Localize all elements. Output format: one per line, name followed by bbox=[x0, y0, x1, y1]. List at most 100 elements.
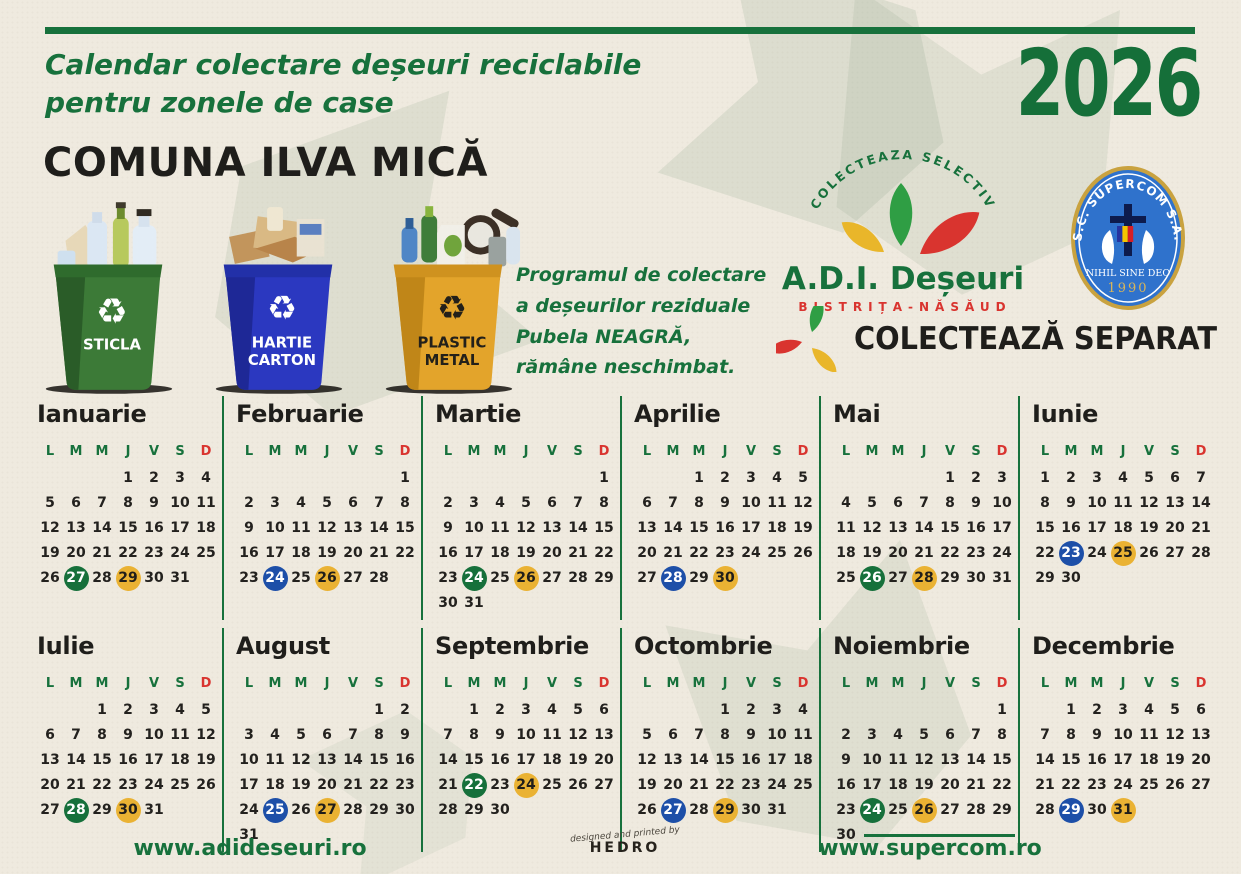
day-cell: 24 bbox=[141, 773, 167, 798]
day-number: 8 bbox=[720, 727, 730, 743]
day-cell: 29 bbox=[686, 566, 712, 591]
dow-label: J bbox=[921, 444, 927, 459]
dow-label: J bbox=[523, 444, 529, 459]
day-number: 15 bbox=[92, 752, 112, 768]
dow-label: V bbox=[347, 444, 359, 459]
dow-label: J bbox=[125, 444, 131, 459]
day-cell-empty bbox=[634, 698, 660, 723]
dow-label-sunday: D bbox=[399, 444, 411, 459]
day-number: 13 bbox=[1191, 727, 1211, 743]
day-number: 3 bbox=[270, 495, 280, 511]
day-cell: 21 bbox=[963, 773, 989, 798]
dow-label-sunday: D bbox=[200, 676, 212, 691]
day-cell: 28 bbox=[340, 798, 366, 823]
day-number: 23 bbox=[966, 545, 986, 561]
day-cell: 7 bbox=[366, 491, 392, 516]
dow-label: S bbox=[772, 444, 782, 459]
adi-website-link[interactable]: www.adideseuri.ro bbox=[133, 836, 367, 861]
day-number: 6 bbox=[668, 727, 678, 743]
day-number: 21 bbox=[438, 777, 458, 793]
day-number: 29 bbox=[464, 802, 484, 818]
day-number: 5 bbox=[1170, 702, 1180, 718]
day-number: 18 bbox=[1139, 752, 1159, 768]
day-number: 7 bbox=[374, 495, 384, 511]
day-cell: 23 bbox=[1084, 773, 1110, 798]
day-cell: 9 bbox=[738, 723, 764, 748]
day-number: 11 bbox=[1139, 727, 1159, 743]
month-aprilie: Aprilie L M M J V S D 1 2 3 4 5 6 7 8 9 10 11 12 13 14 15 16 17 1… bbox=[622, 396, 821, 620]
day-number: 1 bbox=[945, 470, 955, 486]
day-number: 4 bbox=[270, 727, 280, 743]
day-cell: 25 bbox=[193, 541, 219, 566]
day-cell: 2 bbox=[963, 466, 989, 491]
day-number: 31 bbox=[239, 827, 259, 843]
day-cell: 11 bbox=[193, 491, 219, 516]
day-cell: 3 bbox=[262, 491, 288, 516]
day-cell: 26 bbox=[859, 566, 885, 591]
day-cell: 22 bbox=[1058, 773, 1084, 798]
day-number: 19 bbox=[40, 545, 60, 561]
day-cell-empty bbox=[435, 698, 461, 723]
day-number: 20 bbox=[40, 777, 60, 793]
day-cell: 23 bbox=[738, 773, 764, 798]
day-number: 8 bbox=[1066, 727, 1076, 743]
day-cell: 10 bbox=[141, 723, 167, 748]
day-cell: 28 bbox=[366, 566, 392, 591]
day-number: 11 bbox=[888, 752, 908, 768]
day-number: 13 bbox=[542, 520, 562, 536]
day-number: 4 bbox=[893, 727, 903, 743]
dow-label: M bbox=[891, 444, 905, 459]
day-cell: 11 bbox=[764, 491, 790, 516]
day-cell: 1 bbox=[686, 466, 712, 491]
day-cell-empty bbox=[37, 698, 63, 723]
day-number: 31 bbox=[464, 595, 484, 611]
days-grid: 1 2 3 4 5 6 7 8 9 10 11 12 13 14 15 16 17 18 19 20 21 22 23 24 2… bbox=[1032, 698, 1219, 823]
month-iunie: Iunie L M M J V S D 1 2 3 4 5 6 7 8 9 10 11 12 13 14 15 16 17 18 1… bbox=[1020, 396, 1219, 620]
supercom-website-link[interactable]: www.supercom.ro bbox=[818, 836, 1042, 861]
dow-label-sunday: D bbox=[797, 444, 809, 459]
day-cell: 10 bbox=[236, 748, 262, 773]
day-number: 12 bbox=[40, 520, 60, 536]
dow-label: J bbox=[324, 676, 330, 691]
day-cell: 27 bbox=[314, 798, 340, 823]
day-cell: 28 bbox=[911, 566, 937, 591]
day-number: 14 bbox=[1191, 495, 1211, 511]
day-number: 8 bbox=[694, 495, 704, 511]
day-number: 11 bbox=[265, 752, 285, 768]
day-number: 26 bbox=[196, 777, 216, 793]
day-cell: 18 bbox=[790, 748, 816, 773]
adi-region: BISTRIȚA-NĂSĂUD bbox=[798, 299, 1011, 314]
day-cell: 31 bbox=[461, 591, 487, 616]
day-number: 30 bbox=[1061, 570, 1081, 586]
day-number: 25 bbox=[793, 777, 813, 793]
day-number: 30 bbox=[741, 802, 761, 818]
day-cell: 16 bbox=[392, 748, 418, 773]
day-cell: 12 bbox=[37, 516, 63, 541]
day-number: 5 bbox=[919, 727, 929, 743]
day-number: 30 bbox=[395, 802, 415, 818]
dow-label: M bbox=[467, 444, 481, 459]
day-number: 7 bbox=[1040, 727, 1050, 743]
recycling-bins: ♻ STICLA ♻ HARTIE bbox=[28, 198, 526, 400]
day-cell: 4 bbox=[764, 466, 790, 491]
collection-day-yellow: 30 bbox=[712, 566, 738, 591]
month-title: Mai bbox=[833, 400, 881, 428]
day-cell: 29 bbox=[89, 798, 115, 823]
collection-day-yellow: 24 bbox=[513, 773, 539, 798]
collection-day-blue: 28 bbox=[660, 566, 686, 591]
day-number: 18 bbox=[767, 520, 787, 536]
day-number: 1 bbox=[97, 702, 107, 718]
day-number: 22 bbox=[1035, 545, 1055, 561]
day-cell: 28 bbox=[963, 798, 989, 823]
dow-label: V bbox=[944, 676, 956, 691]
day-cell: 17 bbox=[1084, 516, 1110, 541]
day-cell: 3 bbox=[989, 466, 1015, 491]
day-cell: 26 bbox=[513, 566, 539, 591]
dow-label: L bbox=[841, 444, 851, 459]
recycle-icon: ♻ bbox=[96, 292, 128, 333]
day-number: 10 bbox=[464, 520, 484, 536]
day-cell: 9 bbox=[236, 516, 262, 541]
day-number: 10 bbox=[239, 752, 259, 768]
day-cell: 29 bbox=[591, 566, 617, 591]
